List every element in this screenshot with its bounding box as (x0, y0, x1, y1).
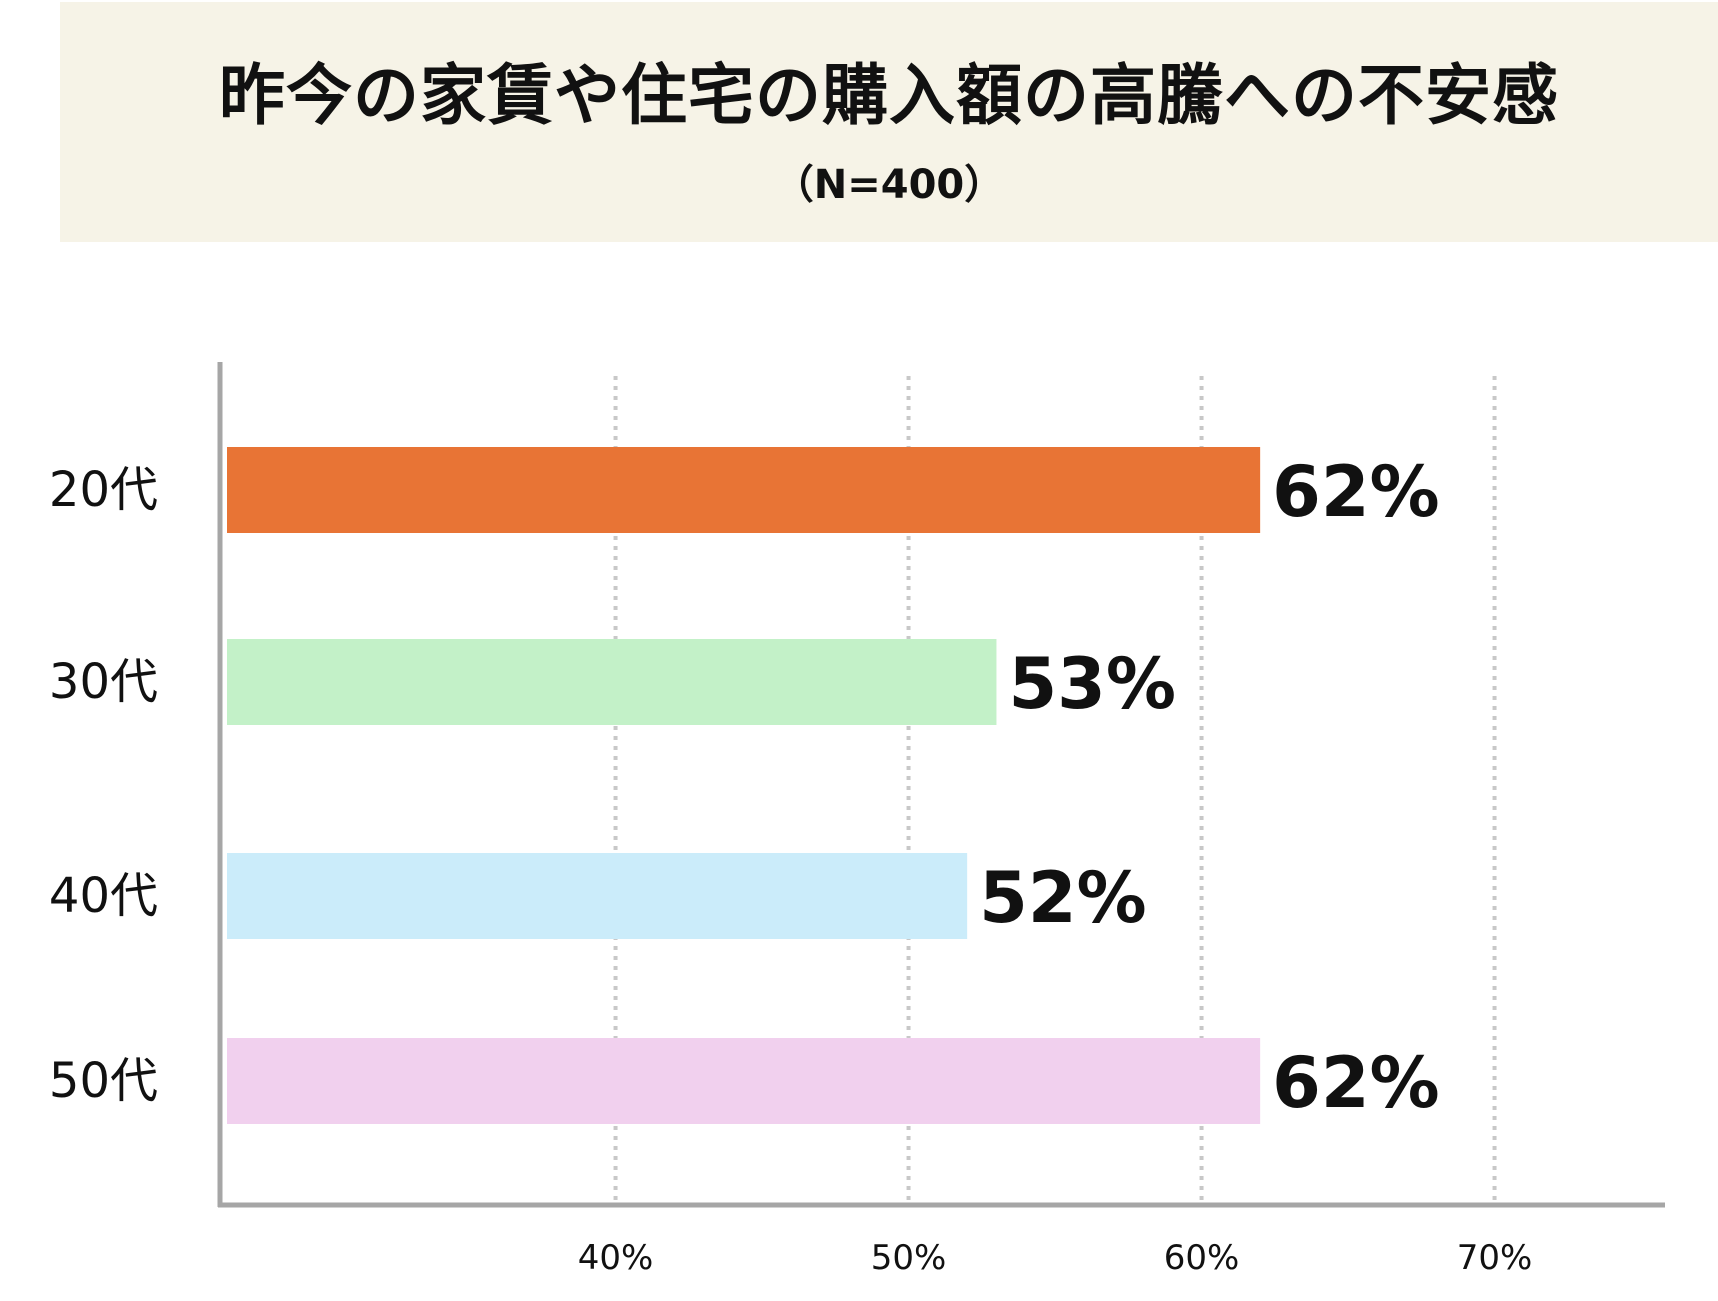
data-label: 53% (1008, 643, 1176, 725)
x-tick-label: 40% (578, 1238, 654, 1278)
data-label: 62% (1272, 451, 1440, 533)
chart-title: 昨今の家賃や住宅の購入額の高騰への不安感 (219, 57, 1559, 134)
data-label: 62% (1272, 1042, 1440, 1124)
category-label: 40代 (49, 868, 158, 924)
chart-subtitle: （N=400） (773, 162, 1005, 208)
bar (227, 447, 1261, 533)
category-label: 30代 (49, 654, 158, 710)
x-tick-label: 70% (1457, 1238, 1533, 1278)
axes (217, 362, 1665, 1208)
bar (227, 1038, 1261, 1124)
x-tick-label: 50% (871, 1238, 947, 1278)
data-label: 52% (979, 857, 1147, 939)
bar (227, 853, 968, 939)
x-tick-label: 60% (1164, 1238, 1240, 1278)
bars (227, 447, 1261, 1124)
category-label: 20代 (49, 462, 158, 518)
labels: 40% 50% 60% 70% 62% 20代 53% 30代 52% 40代 62% 50代 (49, 451, 1532, 1278)
bar (227, 639, 997, 725)
title-banner: 昨今の家賃や住宅の購入額の高騰への不安感 （N=400） (60, 2, 1718, 242)
category-label: 50代 (49, 1053, 158, 1109)
